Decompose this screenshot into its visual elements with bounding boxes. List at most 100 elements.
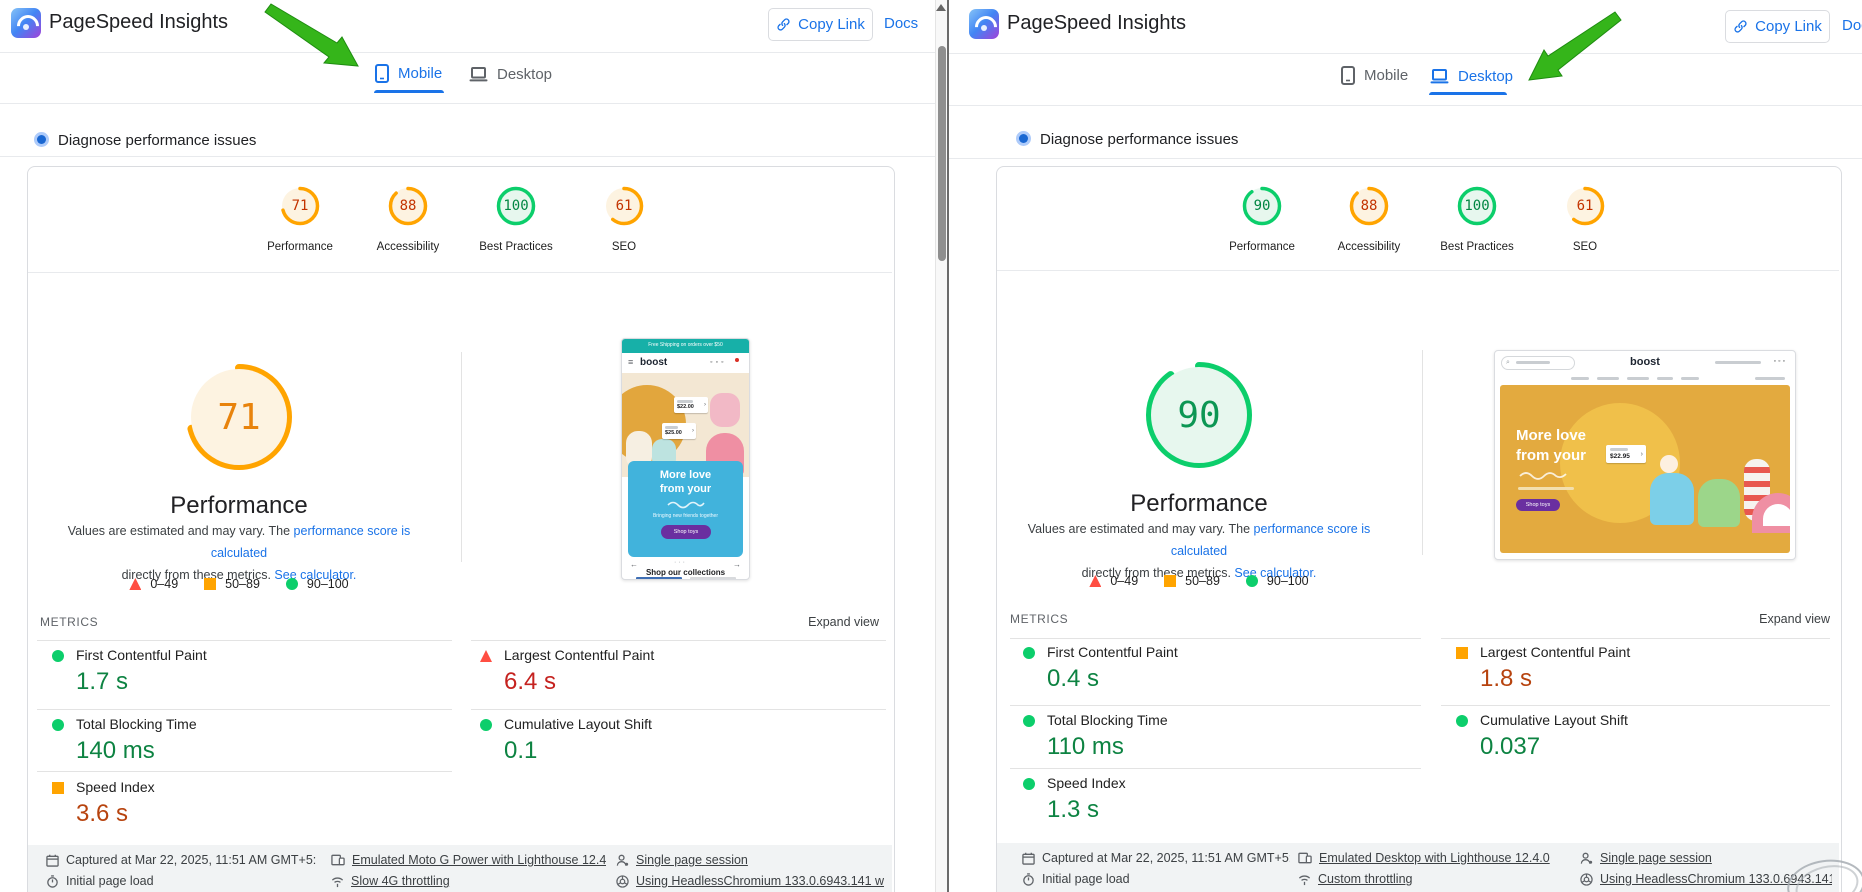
stopwatch-icon xyxy=(1023,872,1034,886)
desktop-laptop-icon xyxy=(1430,69,1449,84)
score-legend: 0–49 50–89 90–100 xyxy=(999,574,1399,588)
site-thumbnail-desktop[interactable]: ⌕ boost ◦◦◦ More love from your Shop toy… xyxy=(1494,350,1796,560)
tab-desktop-label: Desktop xyxy=(497,66,553,83)
metric-label: Cumulative Layout Shift xyxy=(504,716,652,732)
score-value: 61 xyxy=(1576,198,1594,214)
tab-desktop[interactable]: Desktop xyxy=(469,66,552,83)
diagnose-section-title: Diagnose performance issues xyxy=(58,132,257,149)
legend-average: 50–89 xyxy=(1164,574,1220,588)
performance-score: 90 xyxy=(1177,394,1221,436)
metric-label: Largest Contentful Paint xyxy=(1480,644,1631,660)
tabs-divider xyxy=(0,103,935,104)
score-gauge-seo[interactable]: 61 SEO xyxy=(578,186,670,254)
thumb-header-icons: ◦◦◦ xyxy=(710,359,727,366)
person-icon xyxy=(1580,852,1593,864)
score-gauge-best-practices[interactable]: 100 Best Practices xyxy=(470,186,562,254)
tab-mobile[interactable]: Mobile xyxy=(375,64,442,83)
copy-link-button[interactable]: Copy Link xyxy=(768,8,873,41)
tab-mobile[interactable]: Mobile xyxy=(1341,66,1408,85)
docs-link[interactable]: Docs xyxy=(1842,17,1862,34)
device-icon xyxy=(1298,852,1312,864)
score-caption: Values are estimated and may vary. The p… xyxy=(49,520,429,586)
thumb-script-squiggle xyxy=(667,501,705,509)
caption-text: Values are estimated and may vary. The xyxy=(1027,522,1254,536)
footer-page-load: Initial page load xyxy=(1022,872,1290,886)
mobile-phone-icon xyxy=(375,64,389,83)
network-icon xyxy=(1298,875,1311,885)
site-thumbnail-mobile[interactable]: Free Shipping on orders over $50 ≡ boost… xyxy=(621,338,750,580)
performance-gauge[interactable]: 90 xyxy=(1146,362,1252,468)
mobile-phone-icon xyxy=(1341,66,1355,85)
metric-label: Total Blocking Time xyxy=(76,716,197,732)
tab-desktop[interactable]: Desktop xyxy=(1430,68,1513,85)
metric-label: Total Blocking Time xyxy=(1047,712,1168,728)
score-calc-link[interactable]: performance score is calculated xyxy=(1170,522,1371,558)
metric-label: First Contentful Paint xyxy=(1047,644,1178,660)
score-gauge-accessibility[interactable]: 88 Accessibility xyxy=(1323,186,1415,254)
score-label: Accessibility xyxy=(376,241,440,253)
performance-heading: Performance xyxy=(1130,490,1268,517)
score-legend: 0–49 50–89 90–100 xyxy=(39,577,439,591)
thumb-hero-line1: More love xyxy=(1516,427,1587,444)
docs-link[interactable]: Docs xyxy=(884,15,919,32)
metric-value: 110 ms xyxy=(1047,733,1124,760)
window-desktop-report: PageSpeed Insights Copy Link Docs Mobile… xyxy=(949,0,1862,892)
footer-chromium: Using HeadlessChromium 133.0.6943.141 wi… xyxy=(1580,872,1832,886)
link-icon xyxy=(1734,20,1747,33)
metric-status-icon xyxy=(52,650,64,662)
fail-triangle-icon xyxy=(1089,575,1102,587)
metric-value: 0.1 xyxy=(504,737,538,764)
thumb-cta-button: Shop toys xyxy=(661,525,711,539)
pass-circle-icon xyxy=(1245,575,1258,587)
score-gauge-best-practices[interactable]: 100 Best Practices xyxy=(1431,186,1523,254)
thumb-hero: More love from your Shop toys $22.95 › xyxy=(1500,385,1790,553)
window-divider xyxy=(947,0,949,892)
score-gauge-performance[interactable]: 90 Performance xyxy=(1216,186,1308,254)
metric-status-icon xyxy=(1023,778,1035,790)
calendar-icon xyxy=(1022,852,1035,865)
score-value: 100 xyxy=(1464,198,1490,214)
thumb-search-pill: ⌕ xyxy=(1501,356,1575,370)
footer-captured-at: Captured at Mar 22, 2025, 11:51 AM GMT+5… xyxy=(46,853,316,867)
caption-text: directly from these metrics. xyxy=(121,568,275,582)
expand-view-button[interactable]: Expand view xyxy=(1759,612,1830,626)
score-label: Performance xyxy=(267,241,333,253)
score-value: 61 xyxy=(615,198,633,214)
thumb-hero-line2: from your xyxy=(659,483,712,495)
score-label: Best Practices xyxy=(1440,241,1514,253)
logo-dot xyxy=(981,25,987,31)
legend-pass: 90–100 xyxy=(1245,574,1309,588)
device-icon xyxy=(331,854,345,866)
thumb-carousel-dots: ··· xyxy=(674,559,687,566)
score-label: SEO xyxy=(1572,241,1598,253)
expand-view-button[interactable]: Expand view xyxy=(808,615,879,629)
diagnose-section-title: Diagnose performance issues xyxy=(1040,131,1239,148)
metric-status-icon xyxy=(1023,647,1035,659)
copy-link-button[interactable]: Copy Link xyxy=(1725,10,1830,43)
metric-label: Largest Contentful Paint xyxy=(504,647,655,663)
score-gauge-seo[interactable]: 61 SEO xyxy=(1539,186,1631,254)
footer-chromium: Using HeadlessChromium 133.0.6943.141 wi… xyxy=(616,874,884,888)
scores-divider xyxy=(28,272,892,273)
performance-gauge[interactable]: 71 xyxy=(186,364,292,470)
score-value: 71 xyxy=(291,198,309,214)
thumb-price-1: $22.95 xyxy=(1610,453,1630,460)
score-caption: Values are estimated and may vary. The p… xyxy=(1009,518,1389,584)
pagespeed-logo-icon xyxy=(11,8,44,42)
score-gauge-accessibility[interactable]: 88 Accessibility xyxy=(362,186,454,254)
thumb-carousel-prev: ← xyxy=(630,560,638,569)
metric-status-icon xyxy=(1456,647,1468,659)
scrollbar-up-arrow[interactable] xyxy=(936,4,946,11)
score-calc-link[interactable]: performance score is calculated xyxy=(210,524,411,560)
app-title: PageSpeed Insights xyxy=(49,11,229,33)
logo-dot xyxy=(23,24,29,30)
thumb-hero-line2: from your xyxy=(1516,447,1587,464)
metric-status-icon xyxy=(52,782,64,794)
score-gauge-performance[interactable]: 71 Performance xyxy=(254,186,346,254)
tab-mobile-label: Mobile xyxy=(398,65,443,82)
metric-value: 0.4 s xyxy=(1047,665,1100,692)
header-divider xyxy=(949,53,1862,54)
gauge-thumbnail-divider xyxy=(1422,350,1423,555)
scrollbar-thumb[interactable] xyxy=(938,46,946,261)
thumb-cta-button: Shop toys xyxy=(1516,499,1560,511)
